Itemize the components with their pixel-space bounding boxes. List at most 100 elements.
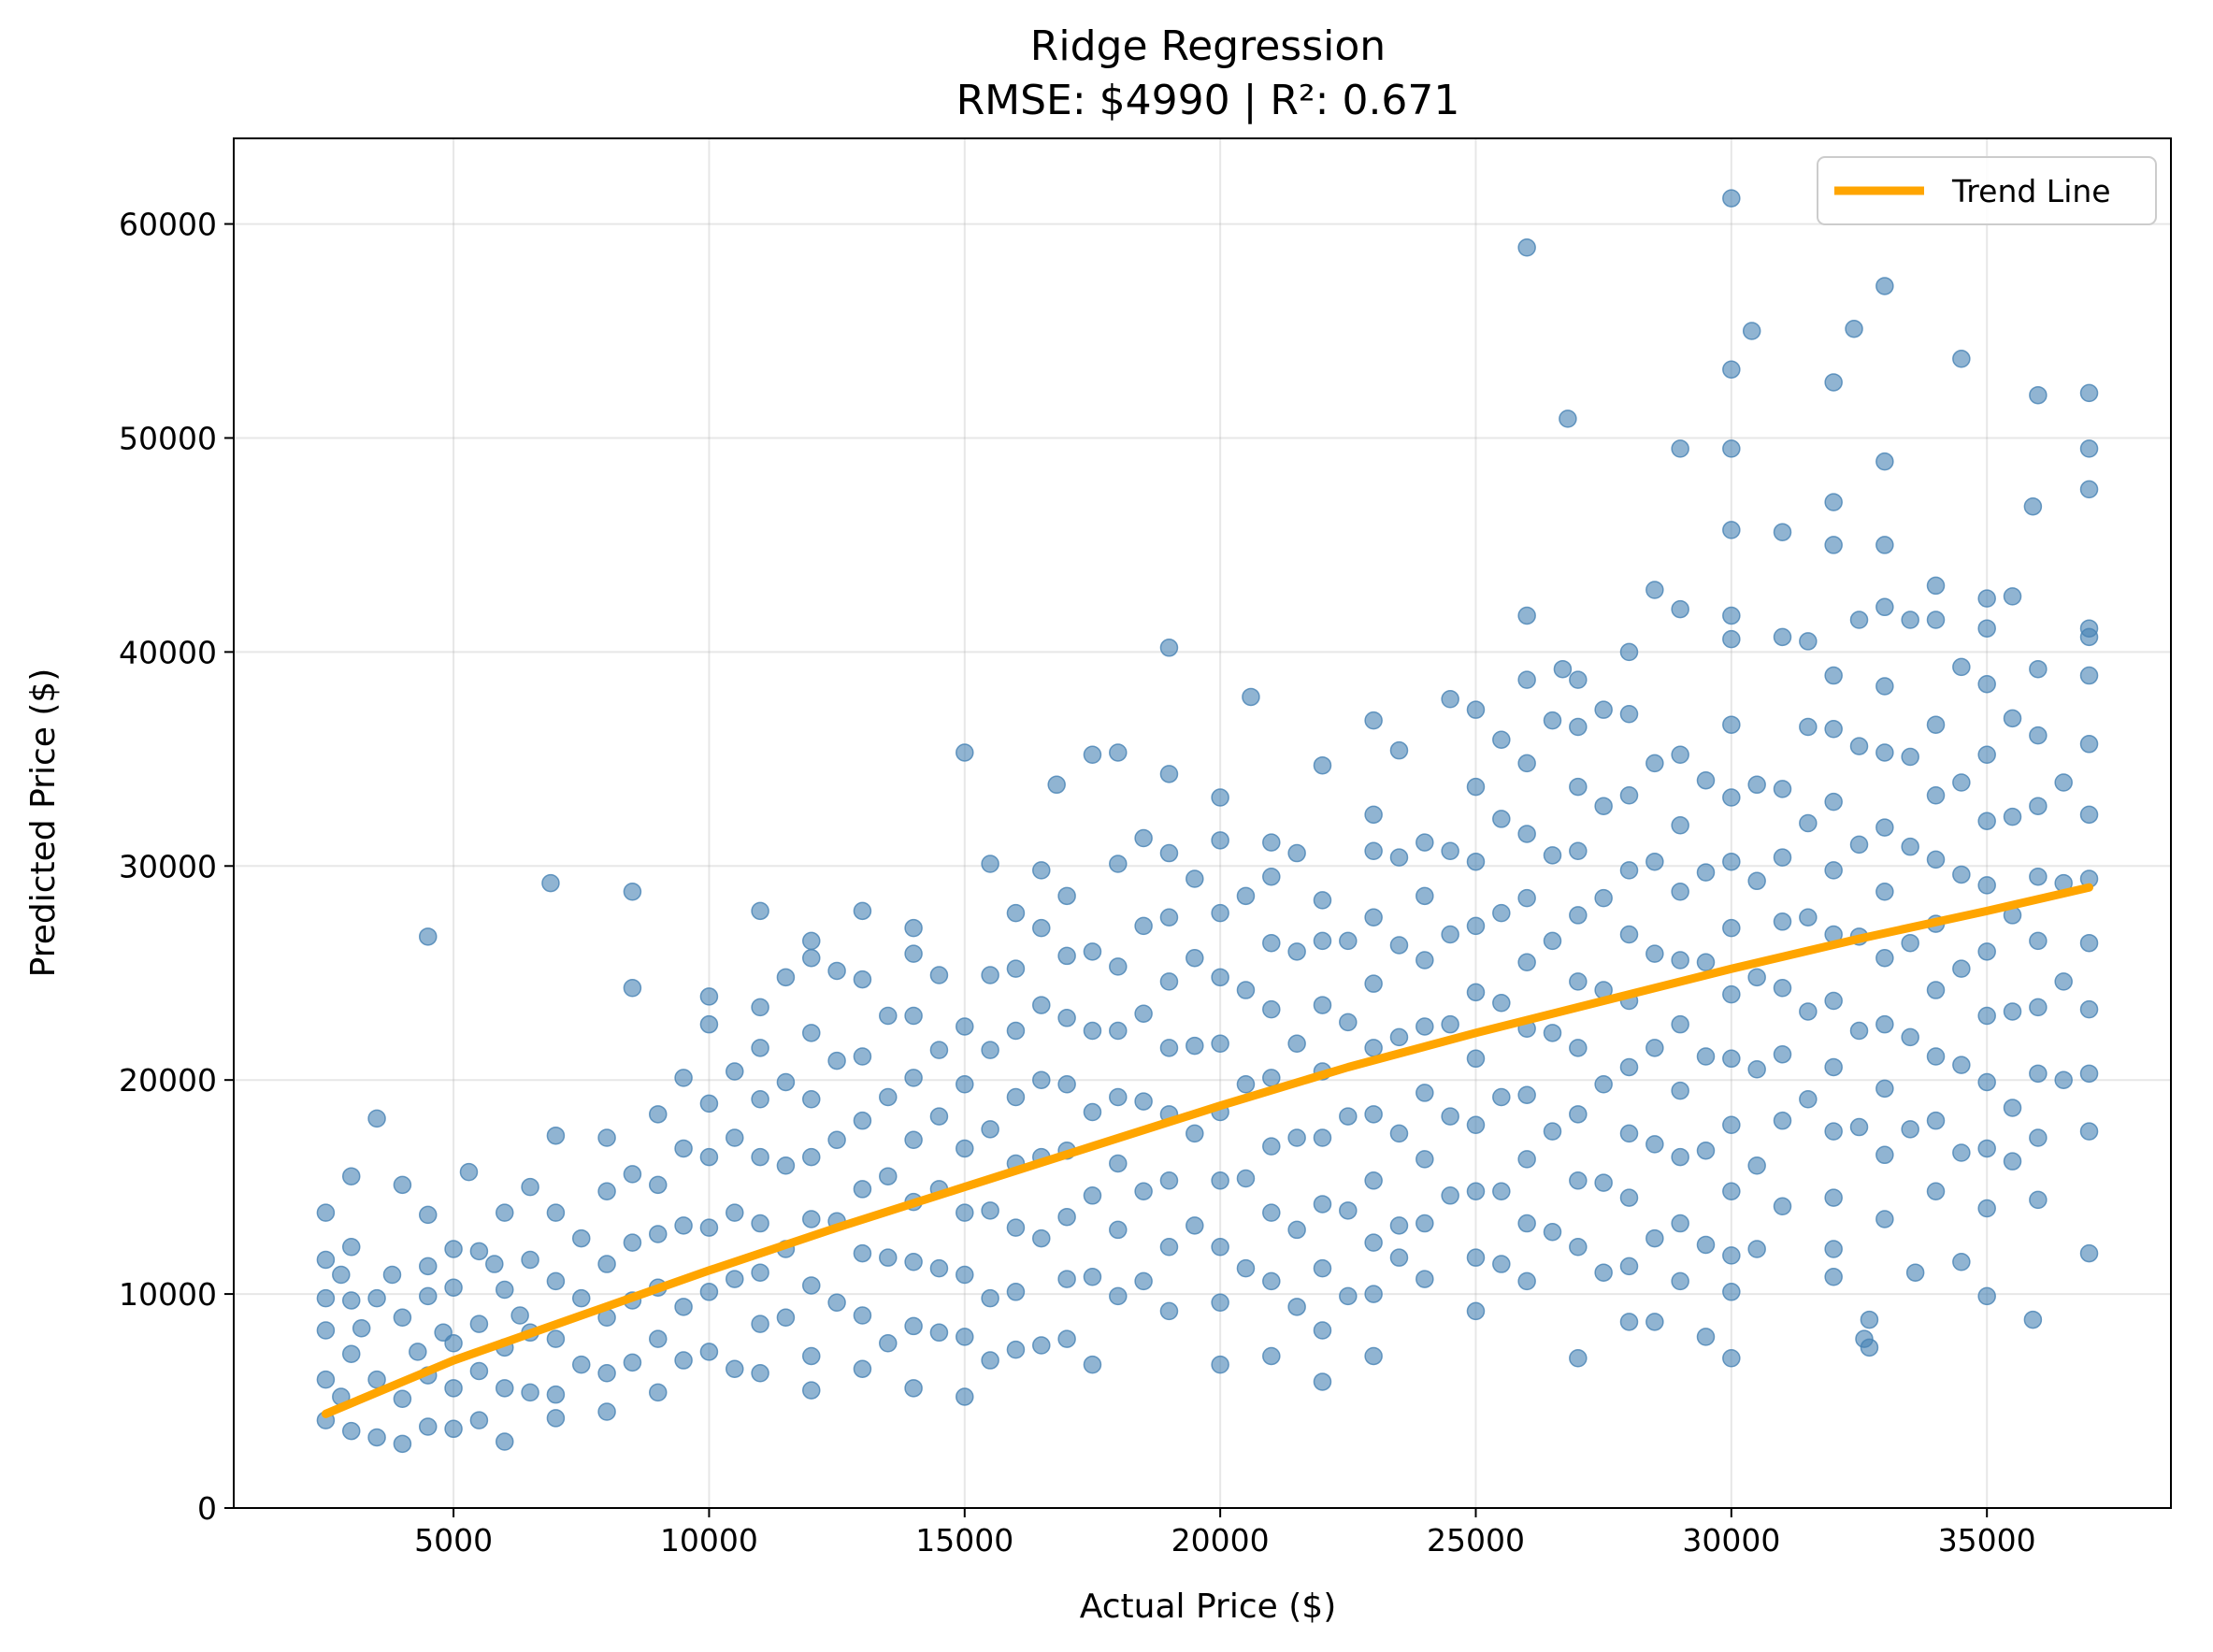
scatter-point — [1671, 745, 1689, 764]
scatter-point — [1742, 322, 1761, 340]
scatter-point — [1671, 816, 1689, 835]
scatter-point — [1977, 876, 1996, 895]
scatter-point — [1952, 1143, 1971, 1162]
scatter-point — [1824, 1240, 1843, 1258]
plot-frame — [233, 137, 2172, 1509]
y-tick-label: 50000 — [119, 420, 217, 456]
scatter-point — [1952, 773, 1971, 792]
scatter-point — [1875, 677, 1894, 696]
scatter-point — [1569, 841, 1588, 861]
scatter-point — [1824, 536, 1843, 554]
scatter-point — [802, 1276, 821, 1295]
scatter-point — [1875, 277, 1894, 295]
scatter-point — [1134, 1092, 1153, 1111]
scatter-point — [1901, 1027, 1919, 1047]
scatter-point — [1901, 611, 1919, 629]
scatter-point — [674, 1069, 693, 1087]
scatter-point — [1773, 912, 1792, 931]
scatter-point — [469, 1314, 489, 1333]
scatter-point — [1492, 1182, 1511, 1200]
scatter-point — [623, 1353, 642, 1372]
scatter-point — [469, 1242, 489, 1261]
scatter-point — [1543, 931, 1562, 951]
scatter-point — [956, 1387, 974, 1406]
scatter-point — [1773, 1197, 1792, 1215]
scatter-point — [1952, 1056, 1971, 1074]
scatter-point — [1977, 1072, 1996, 1092]
scatter-point — [1032, 918, 1051, 938]
scatter-point — [623, 979, 642, 998]
scatter-point — [1389, 936, 1409, 955]
scatter-point — [1083, 1355, 1102, 1374]
scatter-point — [1849, 1021, 1869, 1041]
scatter-point — [1517, 1214, 1536, 1233]
scatter-point — [2029, 725, 2048, 745]
scatter-point — [956, 1328, 974, 1346]
scatter-point — [1747, 968, 1766, 987]
scatter-point — [1109, 1220, 1128, 1240]
x-tick-label: 15000 — [915, 1522, 1013, 1559]
scatter-point — [1032, 996, 1051, 1014]
scatter-point — [1364, 1346, 1383, 1366]
scatter-point — [956, 1017, 974, 1036]
scatter-point — [367, 1288, 386, 1308]
scatter-point — [1006, 1087, 1026, 1107]
scatter-point — [1875, 818, 1894, 837]
scatter-point — [1083, 1102, 1102, 1122]
scatter-point — [332, 1265, 351, 1285]
scatter-point — [418, 1205, 438, 1225]
scatter-point — [2079, 480, 2099, 499]
scatter-point — [649, 1175, 668, 1195]
scatter-point — [1619, 1057, 1639, 1077]
y-tick-label: 60000 — [119, 207, 217, 243]
scatter-point — [1773, 1111, 1792, 1130]
scatter-point — [1441, 1014, 1459, 1034]
scatter-point — [1696, 1235, 1716, 1255]
scatter-point — [1671, 951, 1689, 970]
scatter-point — [1722, 606, 1741, 625]
scatter-point — [1441, 689, 1459, 709]
scatter-point — [1594, 888, 1613, 908]
scatter-point — [2003, 1152, 2022, 1171]
scatter-point — [1186, 1216, 1204, 1235]
scatter-point — [1860, 1310, 1879, 1329]
scatter-point — [1671, 1214, 1689, 1233]
scatter-point — [2079, 1122, 2099, 1141]
scatter-point — [929, 1258, 949, 1278]
scatter-point — [1722, 715, 1741, 734]
scatter-point — [674, 1139, 693, 1158]
scatter-point — [1159, 972, 1179, 991]
scatter-point — [751, 901, 769, 921]
scatter-point — [929, 1107, 949, 1126]
scatter-point — [1364, 1105, 1383, 1124]
scatter-point — [1109, 1021, 1128, 1041]
scatter-point — [1466, 700, 1486, 719]
scatter-point — [1619, 925, 1639, 944]
scatter-point — [352, 1318, 371, 1338]
scatter-point — [1083, 1186, 1102, 1205]
scatter-point — [1287, 1128, 1306, 1147]
scatter-point — [623, 1233, 642, 1252]
scatter-point — [674, 1298, 693, 1316]
scatter-point — [1977, 745, 1996, 764]
scatter-point — [1952, 865, 1971, 884]
scatter-point — [956, 1139, 974, 1158]
scatter-point — [1722, 1349, 1741, 1368]
scatter-point — [981, 1201, 999, 1220]
scatter-point — [2029, 797, 2048, 815]
scatter-point — [1619, 1257, 1639, 1276]
scatter-point — [1211, 831, 1229, 850]
scatter-point — [1875, 743, 1894, 762]
scatter-point — [1466, 1248, 1486, 1267]
scatter-point — [1722, 788, 1741, 807]
scatter-point — [316, 1203, 336, 1222]
scatter-point — [674, 1216, 693, 1235]
scatter-point — [1824, 493, 1843, 511]
scatter-point — [1875, 1210, 1894, 1228]
scatter-point — [1952, 350, 1971, 368]
scatter-point — [409, 1343, 427, 1361]
scatter-point — [827, 961, 846, 981]
y-tick-label: 20000 — [119, 1062, 217, 1099]
scatter-point — [1109, 1087, 1128, 1107]
scatter-point — [418, 1257, 438, 1276]
